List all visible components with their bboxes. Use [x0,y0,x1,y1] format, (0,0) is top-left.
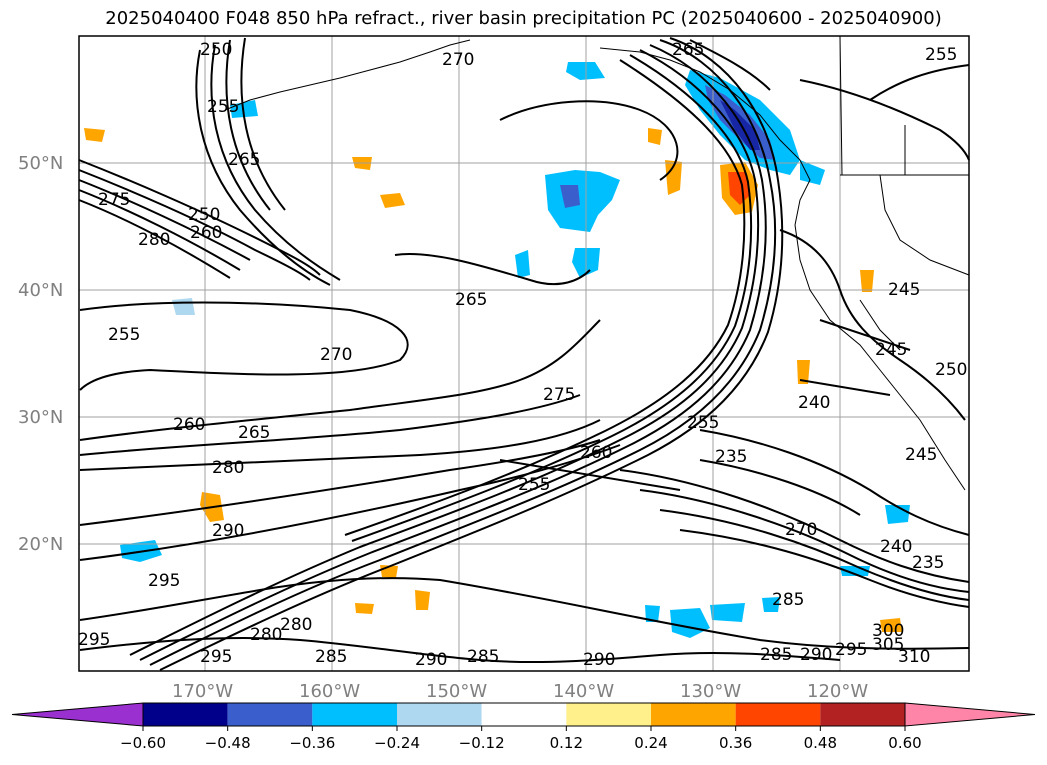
contour-label: 255 [207,97,239,117]
colorbar-segment [651,703,736,726]
colorbar-segment [143,703,228,726]
contour-label: 250 [200,40,232,60]
contour-label: 280 [138,230,170,250]
contour-label: 290 [800,645,832,665]
contour-label: 255 [518,475,550,495]
contour-label: 295 [835,640,867,660]
contour-label: 265 [455,290,487,310]
colorbar-segment [227,703,313,726]
coastlines [224,35,970,491]
contour-label: 280 [212,458,244,478]
lon-label-150w: 150°W [426,681,487,702]
contour-label: 290 [212,521,244,541]
contour-label: 290 [583,650,615,670]
colorbar-segment [397,703,482,726]
contour-label: 245 [875,340,907,360]
contour-label: 265 [672,40,704,60]
map-title: 2025040400 F048 850 hPa refract., river … [105,8,942,29]
lat-label-50n: 50°N [18,153,63,174]
contour-label: 300 [872,621,904,641]
colorbar-tick-label: 0.60 [888,734,921,752]
colorbar-tick-label: −0.12 [459,734,505,752]
contour-label: 285 [772,590,804,610]
colorbar-segment [735,703,821,726]
contour-labels: 250 270 265 255 255 265 275 250 260 280 … [78,40,967,670]
contour-label: 255 [108,325,140,345]
contour-label: 235 [715,447,747,467]
colorbar-tick-label: −0.24 [374,734,420,752]
contour-label: 285 [315,647,347,667]
contour-label: 265 [228,150,260,170]
contour-label: 255 [925,45,957,65]
contour-label: 240 [880,537,912,557]
contour-label: 240 [798,393,830,413]
contour-label: 295 [200,647,232,667]
contour-label: 295 [78,630,110,650]
contour-label: 250 [935,360,967,380]
contour-label: 270 [442,50,474,70]
contour-label: 245 [888,280,920,300]
colorbar-segment [820,703,905,726]
contour-label: 270 [785,520,817,540]
contour-label: 255 [687,413,719,433]
colorbar-tick-label: −0.48 [205,734,251,752]
contour-label: 235 [912,553,944,573]
contour-label: 260 [580,443,612,463]
lon-label-140w: 140°W [553,681,614,702]
contour-label: 275 [543,385,575,405]
lat-label-20n: 20°N [18,534,63,555]
lat-label-40n: 40°N [18,280,63,301]
contour-label: 260 [190,223,222,243]
lon-label-160w: 160°W [299,681,360,702]
lat-label-30n: 30°N [18,407,63,428]
contour-label: 250 [188,205,220,225]
contour-label: 265 [238,423,270,443]
contour-label: 285 [467,647,499,667]
colorbar-tick-label: 0.36 [719,734,752,752]
longitude-labels: 170°W 160°W 150°W 140°W 130°W 120°W [172,681,868,702]
colorbar-tick-label: 0.12 [550,734,583,752]
contour-label: 305 [872,635,904,655]
contour-label: 280 [250,625,282,645]
colorbar-extend-min [11,702,144,727]
colorbar-outline [142,702,906,727]
colorbar-tick-label: −0.36 [289,734,335,752]
latitude-labels: 50°N 40°N 30°N 20°N [18,153,63,555]
contour-label: 295 [148,571,180,591]
contour-label: 260 [173,415,205,435]
contour-lines [78,37,970,671]
colorbar-tick-label: −0.60 [120,734,166,752]
contour-label: 275 [98,190,130,210]
map-frame [78,35,970,672]
contour-label: 285 [760,645,792,665]
contour-label: 280 [280,615,312,635]
colorbar-segment [566,703,651,726]
colorbar-segment [481,703,567,726]
lon-label-170w: 170°W [172,681,233,702]
colorbar-tick-label: 0.48 [804,734,837,752]
contour-label: 310 [898,647,930,667]
contour-label: 245 [905,445,937,465]
contour-label: 270 [320,345,352,365]
lon-label-130w: 130°W [680,681,741,702]
colorbar-extend-max [904,702,1036,727]
colorbar-segment [312,703,397,726]
contour-label: 290 [415,650,447,670]
colorbar-tick-label: 0.24 [634,734,667,752]
lon-label-120w: 120°W [807,681,868,702]
